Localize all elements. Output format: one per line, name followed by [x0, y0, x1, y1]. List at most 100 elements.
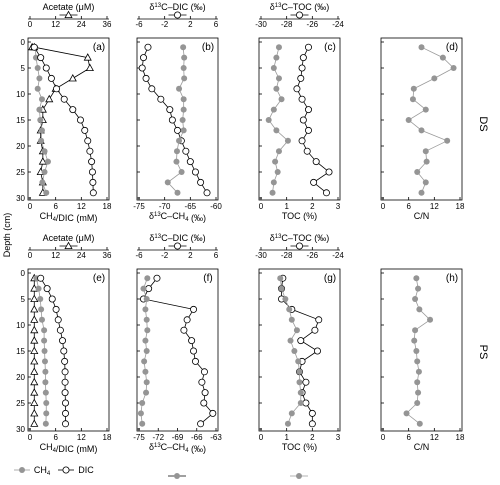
data-point [174, 189, 181, 196]
top-axis-label: δ13C–DIC (‰) [149, 233, 205, 243]
data-point [191, 357, 199, 365]
data-point [178, 169, 185, 175]
bottom-axis-tick-label: -72 [152, 433, 164, 442]
top-axis-tick-label: 6 [214, 20, 219, 29]
data-point [181, 75, 188, 82]
data-point [85, 63, 94, 71]
bottom-axis-tick-label: 0 [259, 433, 264, 442]
data-point [296, 379, 303, 386]
data-point [427, 316, 434, 323]
data-point [444, 137, 451, 144]
data-point [30, 304, 39, 313]
data-point [416, 306, 423, 313]
bottom-axis-tick-label: -75 [133, 433, 145, 442]
data-point [302, 378, 310, 386]
data-point [310, 178, 318, 186]
data-point [84, 137, 92, 145]
data-point [273, 54, 280, 61]
bottom-axis-tick-label: -63 [210, 433, 222, 442]
series-dic [37, 274, 70, 428]
data-point [38, 306, 45, 313]
top-axis-tick-label: -6 [135, 251, 143, 260]
data-point [299, 116, 307, 124]
data-point [188, 337, 196, 345]
data-point [30, 294, 39, 303]
data-point [190, 347, 198, 355]
data-point [37, 117, 44, 123]
data-point [201, 389, 209, 397]
bottom-axis-tick-label: 18 [456, 202, 465, 211]
legend-marker [64, 10, 73, 19]
bottom-axis-tick-label: 2 [310, 202, 315, 211]
data-point [415, 389, 422, 396]
data-point [278, 285, 285, 292]
data-point [42, 389, 49, 396]
panel-h: 0 6 12 18 C/N (h) [380, 268, 465, 452]
top-axis-tick-label: -30 [255, 20, 267, 29]
data-point [409, 96, 416, 103]
bottom-axis-tick-label: 0 [28, 433, 33, 442]
data-point [180, 326, 188, 334]
series--13c-dic [139, 274, 217, 428]
top-axis-tick-label: -28 [281, 251, 293, 260]
data-point [282, 296, 289, 302]
bottom-axis-label: CH4/DIC (mM) [40, 211, 98, 223]
y-tick-label: 15 [16, 347, 25, 356]
data-point [38, 157, 47, 165]
data-point [297, 74, 305, 82]
data-point [153, 274, 161, 282]
y-tick-label: 25 [16, 399, 25, 408]
data-point [88, 158, 96, 166]
data-point [138, 64, 146, 72]
top-axis-legend-marker [290, 242, 309, 250]
data-point [88, 168, 96, 176]
top-axis-tick-label: -2 [161, 20, 169, 29]
data-point [41, 358, 48, 365]
data-point [203, 189, 211, 197]
data-point [69, 106, 77, 114]
data-point [180, 65, 187, 71]
data-point [269, 189, 276, 196]
data-point [270, 65, 277, 71]
top-axis-tick-label: 12 [51, 251, 60, 260]
panel-b: -6 -2 2 6 δ13C–DIC (‰) -75 -70 -65 -60 δ13C–CH4 (… [133, 2, 222, 223]
top-axis-label: Acetate (μM) [43, 2, 95, 12]
data-point [304, 106, 312, 114]
data-point [38, 127, 45, 134]
data-point [45, 94, 54, 103]
y-tick-label: 0 [21, 269, 26, 278]
data-point [180, 44, 187, 51]
data-point [418, 127, 425, 134]
bottom-axis-tick-label: -65 [185, 202, 197, 211]
data-point [415, 368, 422, 375]
bottom-axis-tick-label: 6 [53, 433, 58, 442]
bottom-axis-label: TOC (%) [282, 211, 317, 221]
top-axis-label: δ13C–DIC (‰) [149, 2, 205, 12]
data-point [297, 389, 304, 396]
top-axis-tick-label: -30 [255, 251, 267, 260]
panel-f: -6 -2 2 6 δ13C–DIC (‰) -75 -72 -69 -66 -63 δ13C–CH… [133, 233, 222, 454]
data-point [139, 420, 146, 427]
data-point [291, 348, 298, 354]
data-point [62, 409, 70, 417]
plot-frame [27, 268, 110, 432]
data-point [313, 347, 321, 355]
data-point [312, 158, 320, 166]
series--13c-ch4 [137, 275, 151, 427]
data-point [308, 420, 316, 428]
data-point [89, 178, 97, 186]
bottom-axis-tick-label: -66 [191, 433, 203, 442]
data-point [197, 178, 205, 186]
data-point [137, 410, 144, 417]
data-point [293, 85, 301, 93]
data-point [30, 356, 39, 365]
data-point [143, 296, 150, 302]
data-point [38, 137, 45, 144]
panel-label: (c) [324, 42, 336, 53]
data-point [303, 147, 311, 155]
top-axis-tick-label: 2 [188, 20, 193, 29]
data-point [197, 420, 205, 428]
data-point [413, 348, 420, 354]
